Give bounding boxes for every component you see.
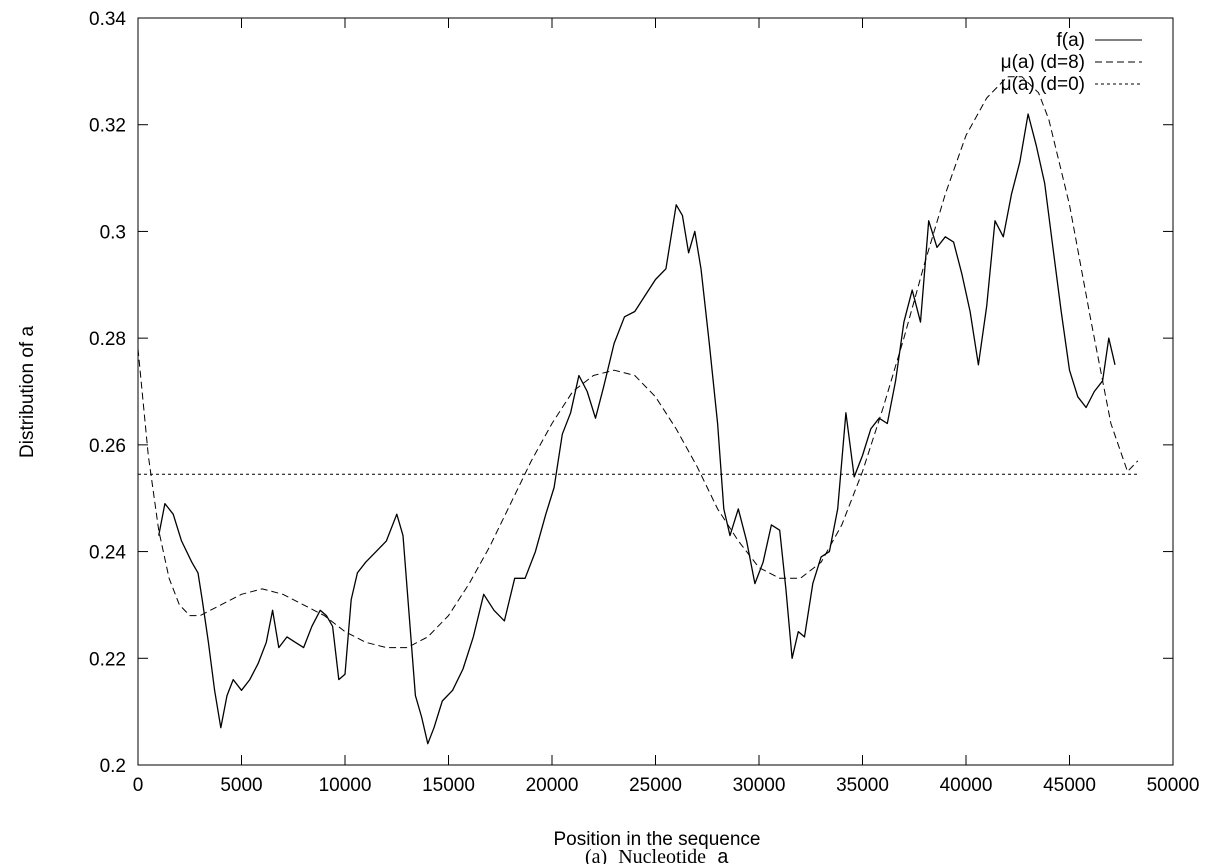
x-tick-label: 15000: [422, 775, 475, 796]
caption-prefix: (a): [585, 846, 607, 864]
x-tick-label: 40000: [940, 775, 993, 796]
caption-text: Nucleotide: [618, 846, 706, 864]
x-tick-label: 30000: [733, 775, 786, 796]
x-tick-label: 45000: [1043, 775, 1096, 796]
x-tick-label: 20000: [526, 775, 579, 796]
series-line-2: [137, 76, 1139, 649]
y-tick-label: 0.24: [89, 543, 126, 564]
x-tick-label: 25000: [629, 775, 682, 796]
tick-layer: [137, 17, 1174, 766]
y-tick-label: 0.26: [89, 436, 126, 457]
y-tick-label: 0.2: [100, 756, 126, 777]
series-layer: [137, 76, 1139, 745]
x-tick-label: 10000: [319, 775, 372, 796]
y-axis-label: Distribution of a: [17, 326, 38, 458]
plot-frame: [137, 17, 1174, 766]
y-tick-label: 0.22: [89, 649, 126, 670]
y-tick-label: 0.34: [89, 9, 126, 30]
legend-label-3: μ(a) (d=0): [1001, 74, 1085, 95]
y-tick-label: 0.32: [89, 116, 126, 137]
caption-symbol: a: [717, 847, 729, 864]
legend-label-2: μ(a) (d=8): [1001, 52, 1085, 73]
series-line-1: [158, 113, 1116, 745]
figure-caption: (a) Nucleotide a: [585, 846, 729, 864]
y-tick-label: 0.28: [89, 329, 126, 350]
x-tick-label: 0: [133, 775, 144, 796]
x-tick-label: 5000: [220, 775, 262, 796]
legend: f(a)μ(a) (d=8)μ(a) (d=0): [1001, 30, 1142, 95]
x-tick-label: 35000: [836, 775, 889, 796]
x-tick-label: 50000: [1147, 775, 1200, 796]
legend-label-1: f(a): [1057, 30, 1086, 51]
x-axis-label: Position in the sequence: [553, 829, 760, 850]
label-layer: 0 5000 10000 15000 20000 25000 30000 35000 40000…: [89, 9, 1199, 796]
y-tick-label: 0.3: [100, 222, 126, 243]
